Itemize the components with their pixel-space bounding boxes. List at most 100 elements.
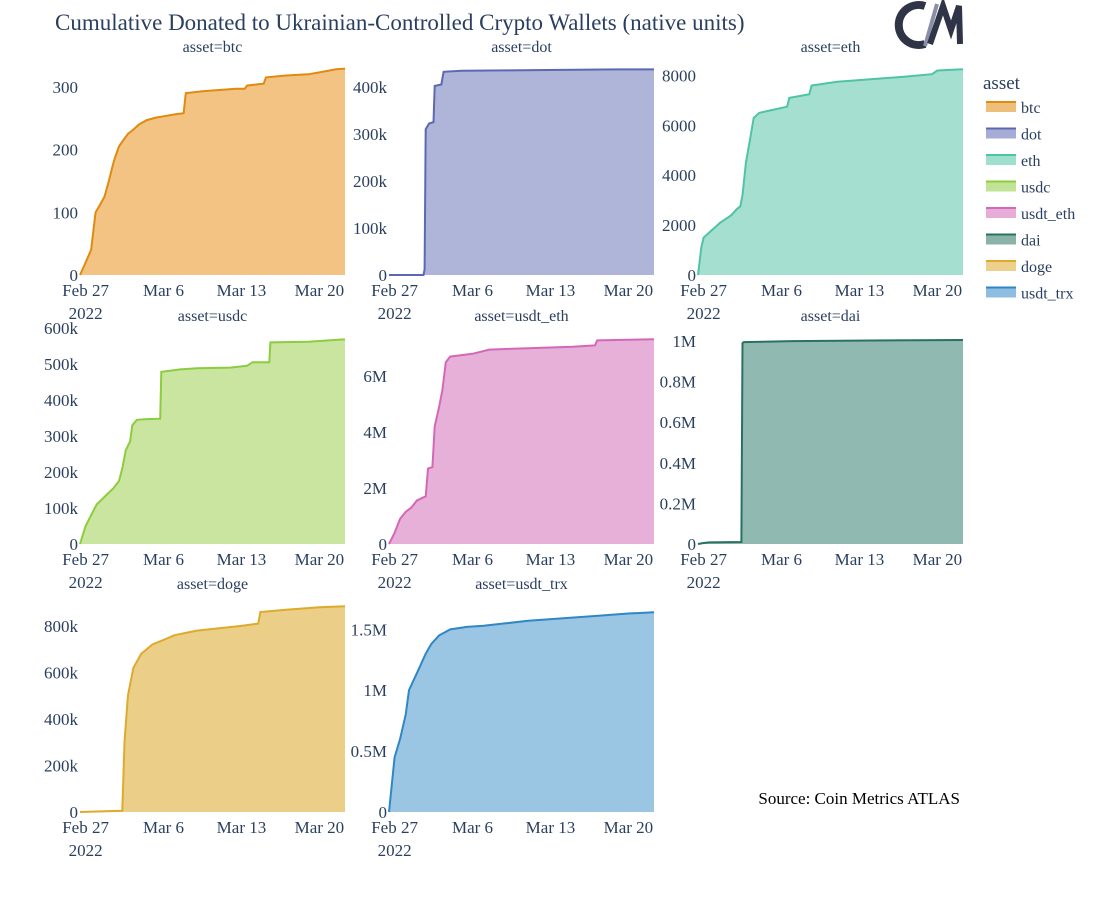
legend-swatch-fill [986,181,1016,192]
series-line-btc [79,67,346,276]
legend-swatch-fill [986,208,1016,218]
panel-eth: asset=eth 0 2000 4000 6000 8000 Feb 27 2022 Mar … [662,39,964,323]
legend-title: asset [983,73,1021,94]
y-tick-label: 0 [688,535,697,554]
y-tick-label: 100k [353,219,388,238]
legend-swatch-fill [986,155,1016,165]
legend-swatch-fill [986,261,1016,271]
legend-label-usdc: usdc [1021,180,1050,197]
x-tick-label: Feb 27 [62,818,109,837]
y-tick-label: 100 [53,203,79,222]
series-line-usdt_trx [388,611,655,813]
y-tick-label: 6M [363,367,387,386]
x-tick-year: 2022 [69,304,103,323]
x-tick-label: Mar 6 [452,281,493,300]
y-tick-label: 100k [44,499,79,518]
x-tick-label: Mar 20 [295,818,345,837]
panel-usdt_trx: asset=usdt_trx 0 0.5M 1M 1.5M Feb 27 2022 Mar 6… [351,576,655,860]
y-tick-label: 200k [44,463,79,482]
y-tick-label: 2M [363,479,387,498]
x-tick-label: Feb 27 [680,281,727,300]
series-line-usdc [79,338,345,545]
coin-metrics-logo [894,0,963,49]
legend-item-eth[interactable]: eth [986,153,1041,170]
y-tick-label: 600k [44,663,79,682]
legend-item-dai[interactable]: dai [986,233,1041,250]
panel-title-btc: asset=btc [183,39,243,56]
legend-label-eth: eth [1021,153,1041,170]
y-tick-label: 800k [44,617,79,636]
legend-item-dot[interactable]: dot [986,127,1042,144]
area-fill-dot [389,69,654,276]
x-tick-label: Mar 20 [913,281,963,300]
x-tick-label: Feb 27 [62,550,109,569]
area-fill-usdt_eth [389,339,654,544]
logo-m-shape [927,0,963,45]
x-tick-label: Mar 6 [143,281,184,300]
panel-usdt_eth: asset=usdt_eth 0 2M 4M 6M Feb 27 2022 Mar 6 Mar … [363,308,655,592]
logo-slash [923,3,939,47]
x-tick-label: Mar 6 [143,550,184,569]
x-tick-label: Feb 27 [371,550,418,569]
y-tick-label: 0.8M [660,373,696,392]
x-tick-label: Feb 27 [371,281,418,300]
panel-title-eth: asset=eth [801,39,861,56]
y-tick-label: 1M [672,332,696,351]
legend-item-usdt_trx[interactable]: usdt_trx [986,286,1073,303]
legend-swatch-fill [986,128,1016,139]
x-tick-year: 2022 [687,304,721,323]
legend-item-doge[interactable]: doge [986,259,1052,276]
y-tick-label: 200 [53,141,79,160]
panel-usdc: asset=usdc 0 100k 200k 300k 400k 500k 600k Feb 2… [44,308,345,592]
x-tick-year: 2022 [378,573,412,592]
y-tick-label: 0 [379,803,388,822]
legend-swatch-fill [986,234,1016,245]
y-tick-label: 400k [44,391,79,410]
series-line-usdt_eth [388,338,655,545]
legend-swatch-fill [986,287,1016,298]
x-tick-year: 2022 [378,304,412,323]
y-tick-label: 0 [70,803,79,822]
x-tick-label: Mar 6 [761,550,802,569]
legend-label-dot: dot [1021,127,1042,144]
x-tick-year: 2022 [687,573,721,592]
panel-title-doge: asset=doge [177,576,248,593]
legend-item-btc[interactable]: btc [986,100,1041,117]
legend-label-btc: btc [1021,100,1041,117]
y-tick-label: 300 [53,78,79,97]
panel-title-usdc: asset=usdc [178,308,247,325]
x-tick-label: Feb 27 [680,550,727,569]
x-tick-label: Mar 13 [217,818,267,837]
area-fill-doge [80,606,345,812]
y-tick-label: 600k [44,319,79,338]
legend-item-usdt_eth[interactable]: usdt_eth [986,206,1075,223]
chart-title: Cumulative Donated to Ukrainian-Controll… [55,10,745,35]
x-tick-label: Mar 20 [295,281,345,300]
x-tick-label: Mar 20 [604,550,654,569]
legend-item-usdc[interactable]: usdc [986,180,1050,197]
area-fill-eth [698,69,963,275]
x-tick-label: Mar 20 [913,550,963,569]
area-fill-dai [698,340,963,544]
panel-dot: asset=dot 0 100k 200k 300k 400k Feb 27 2022 Mar … [353,39,654,323]
panel-doge: asset=doge 0 200k 400k 600k 800k Feb 27 2022 Mar… [44,576,346,860]
x-tick-label: Mar 13 [526,281,576,300]
series-line-doge [79,605,346,813]
legend-swatch-fill [986,102,1016,112]
x-tick-label: Mar 6 [452,818,493,837]
y-tick-label: 200k [44,756,79,775]
source-note: Source: Coin Metrics ATLAS [758,789,960,808]
panel-title-dai: asset=dai [801,308,861,325]
legend-label-doge: doge [1021,259,1052,276]
x-tick-year: 2022 [378,841,412,860]
x-tick-label: Mar 20 [604,818,654,837]
y-tick-label: 0.4M [660,454,696,473]
y-tick-label: 0.6M [660,413,696,432]
chart-panels: asset=btc 0 100 200 300 Feb 27 2022 Mar 6 Mar 13… [44,39,964,860]
area-fill-btc [80,68,345,275]
y-tick-label: 200k [353,172,388,191]
panel-btc: asset=btc 0 100 200 300 Feb 27 2022 Mar 6 Mar 13… [53,39,346,323]
y-tick-label: 300k [353,125,388,144]
